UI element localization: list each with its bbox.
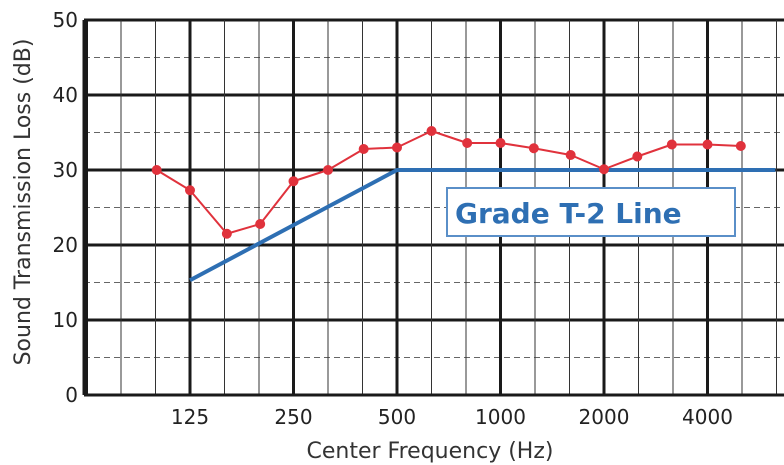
stl-point [599,164,609,175]
stl-point [666,139,677,150]
y-axis-title: Sound Transmission Loss (dB) [11,39,36,366]
x-tick-label: 125 [171,405,209,429]
stl-point [528,143,539,154]
stl-point [255,219,266,229]
x-tick-label: 250 [274,405,312,429]
series-layer [151,126,776,283]
stl-point [221,228,232,239]
y-tick-label: 40 [53,83,78,107]
x-tick-label: 2000 [579,405,630,429]
grade-callout: Grade T-2 Line [446,187,736,237]
x-tick-label: 500 [378,405,416,429]
stl-point [462,138,473,148]
stl-point [358,144,369,154]
stl-point [632,151,643,162]
grade-callout-label: Grade T-2 Line [455,197,682,230]
stl-point [151,165,162,175]
x-axis-title: Center Frequency (Hz) [307,439,554,464]
stl-point [735,141,746,151]
grade-t2-line [189,168,776,283]
grade-callout-box [446,187,736,237]
y-tick-labels: 0 10 20 30 40 50 [53,8,78,407]
stl-point [565,150,576,160]
x-tick-label: 4000 [682,405,733,429]
y-tick-label: 50 [53,8,78,32]
y-tick-label: 20 [53,233,78,257]
stl-point [392,142,402,153]
x-tick-labels: 125 250 500 1000 2000 4000 [171,405,733,429]
y-tick-label: 30 [53,158,78,182]
stl-point [185,185,195,196]
stl-point [288,176,299,187]
stl-point [426,126,437,136]
stl-point [323,165,334,175]
x-tick-label: 1000 [475,405,526,429]
stl-point [702,139,713,150]
stl-point [495,138,506,148]
y-tick-label: 0 [65,383,78,407]
stl-line [156,130,741,235]
y-tick-label: 10 [53,308,78,332]
